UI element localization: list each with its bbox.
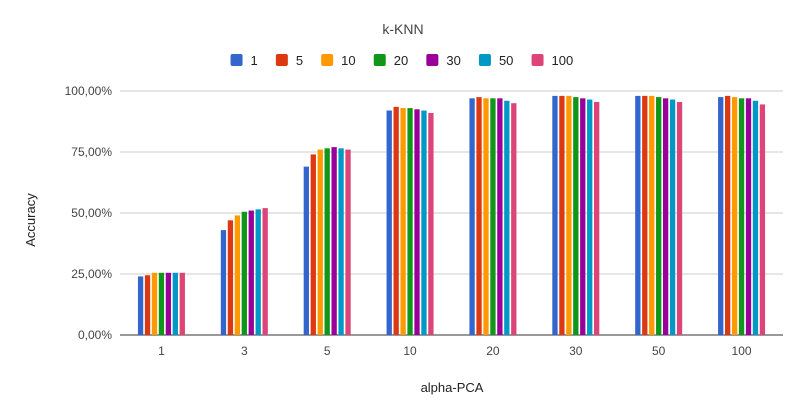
bar-100-1: [179, 272, 185, 335]
bar-100-30: [594, 101, 600, 335]
x-tick-label: 10: [403, 344, 417, 358]
y-axis-ticks: 0,00% 25,00% 50,00% 75,00% 100,00%: [65, 84, 113, 342]
y-axis-title: Accuracy: [23, 193, 38, 247]
bar-30-20: [497, 98, 503, 335]
legend-label-5: 5: [296, 53, 303, 68]
x-axis-title: alpha-PCA: [421, 380, 484, 395]
y-tick-label: 25,00%: [71, 267, 112, 281]
bar-30-5: [331, 147, 337, 335]
bar-30-50: [662, 98, 669, 335]
bar-50-100: [752, 100, 759, 335]
x-axis-ticks: 1 3 5 10 20 30 50 100: [158, 344, 752, 358]
bar-20-20: [490, 98, 496, 335]
x-tick-label: 5: [324, 344, 331, 358]
bar-5-5: [310, 154, 316, 335]
legend-swatch-20: [373, 54, 386, 66]
bar-20-50: [656, 97, 662, 335]
bar-20-5: [324, 148, 330, 335]
bar-20-100: [738, 98, 745, 335]
bar-50-10: [421, 110, 427, 336]
legend-swatch-50: [478, 54, 491, 66]
bar-10-100: [731, 97, 738, 335]
bar-30-1: [165, 272, 172, 335]
legend-swatch-100: [531, 54, 544, 66]
bar-100-100: [759, 104, 766, 335]
bar-1-10: [386, 110, 392, 336]
bar-20-3: [241, 211, 247, 335]
bar-100-3: [262, 208, 268, 335]
bar-50-5: [338, 148, 344, 335]
x-tick-label: 1: [158, 344, 165, 358]
bar-5-10: [393, 106, 399, 335]
y-tick-label: 0,00%: [78, 328, 112, 342]
bar-5-20: [476, 97, 482, 335]
legend-label-30: 30: [446, 53, 460, 68]
bar-50-1: [172, 272, 178, 335]
x-tick-label: 100: [732, 344, 752, 358]
bar-20-10: [407, 108, 413, 335]
legend-label-1: 1: [251, 53, 258, 68]
bars: [137, 95, 766, 336]
bar-100-5: [345, 149, 351, 335]
legend-label-10: 10: [341, 53, 355, 68]
bar-1-3: [220, 230, 227, 335]
legend-swatch-1: [230, 54, 243, 66]
legend-label-20: 20: [394, 53, 408, 68]
legend-label-100: 100: [552, 53, 574, 68]
legend-swatch-30: [426, 54, 439, 66]
bar-100-10: [428, 112, 434, 336]
legend-swatch-10: [321, 54, 334, 66]
bar-5-100: [725, 95, 731, 335]
bar-5-1: [144, 275, 151, 335]
bar-1-5: [303, 166, 309, 335]
y-tick-label: 75,00%: [71, 145, 112, 159]
legend-swatch-5: [275, 54, 288, 66]
bar-10-5: [317, 149, 323, 335]
x-tick-label: 50: [652, 344, 666, 358]
bar-10-10: [400, 108, 406, 335]
bar-30-100: [745, 98, 752, 335]
bar-1-1: [137, 276, 144, 335]
x-tick-label: 20: [486, 344, 500, 358]
bar-30-3: [248, 210, 254, 335]
x-tick-label: 3: [241, 344, 248, 358]
bar-50-50: [669, 99, 676, 335]
bar-100-50: [676, 101, 683, 335]
bar-50-20: [504, 100, 510, 335]
bar-20-1: [158, 272, 165, 335]
bar-5-50: [642, 95, 648, 335]
bar-100-20: [511, 103, 517, 335]
bar-5-3: [227, 220, 234, 335]
bar-50-30: [587, 99, 593, 335]
bar-10-30: [566, 95, 572, 335]
gridlines: [120, 90, 783, 336]
legend: 1 5 10 20 30 50 100: [230, 53, 574, 68]
bar-10-3: [234, 215, 241, 335]
bar-10-20: [483, 98, 489, 335]
bar-1-100: [718, 97, 724, 335]
bar-20-30: [573, 97, 579, 335]
chart-title: k-KNN: [382, 21, 423, 37]
bar-10-1: [151, 272, 158, 335]
bar-1-30: [552, 95, 558, 335]
y-tick-label: 50,00%: [71, 206, 112, 220]
legend-label-50: 50: [499, 53, 513, 68]
bar-1-20: [469, 98, 475, 335]
bar-5-30: [559, 95, 565, 335]
x-tick-label: 30: [569, 344, 583, 358]
bar-30-10: [414, 109, 420, 335]
bar-10-50: [649, 95, 655, 335]
y-tick-label: 100,00%: [65, 84, 113, 98]
bar-1-50: [635, 95, 641, 335]
bar-30-30: [580, 98, 586, 335]
bar-50-3: [255, 209, 261, 335]
